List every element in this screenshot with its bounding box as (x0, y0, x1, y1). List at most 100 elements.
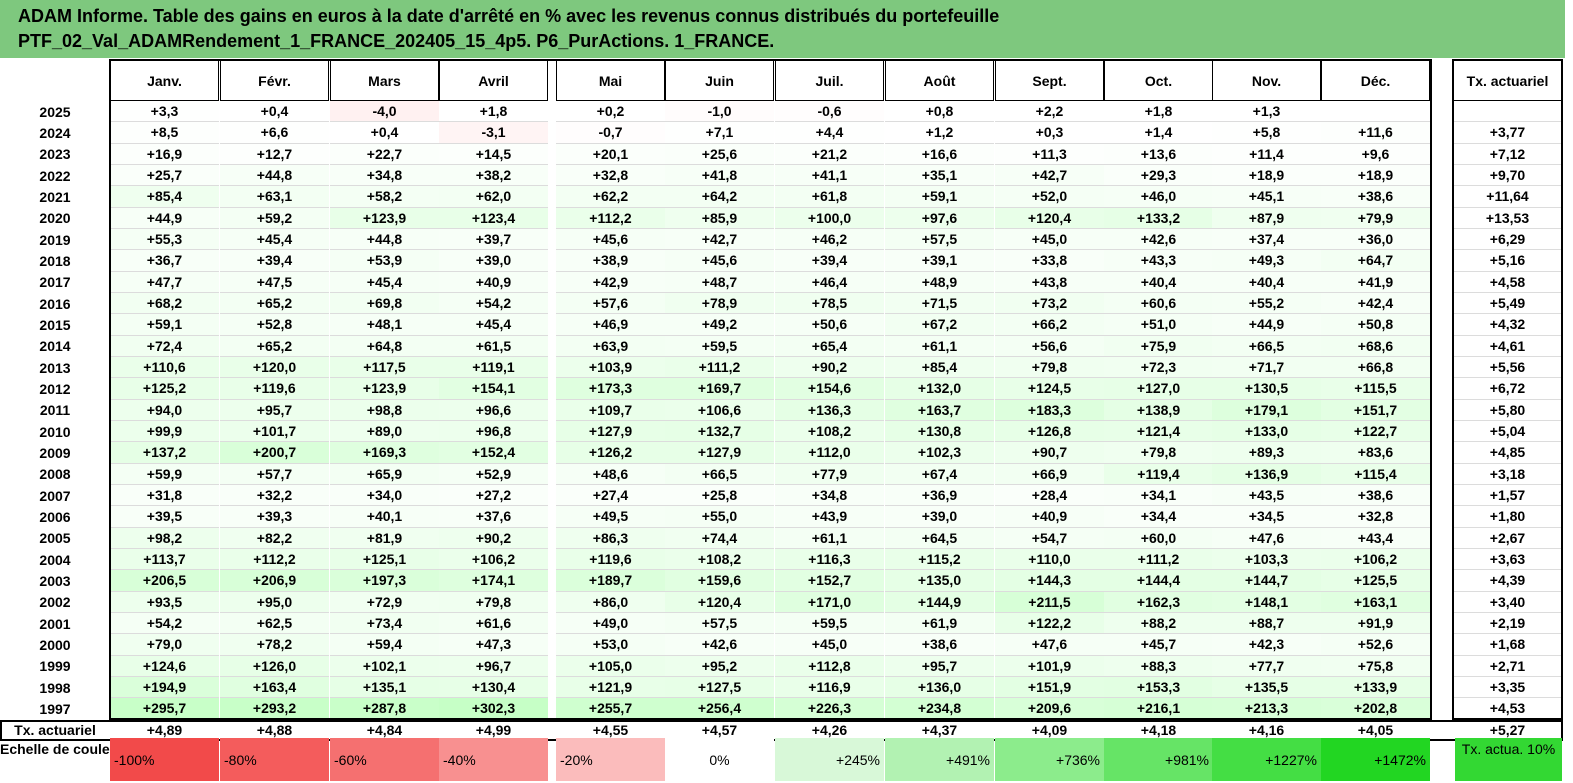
table-cell: +34,4 (1104, 506, 1213, 528)
table-cell: +41,9 (1321, 271, 1430, 293)
table-cell: +48,7 (665, 271, 774, 293)
table-cell: +120,4 (665, 591, 774, 613)
rate-cell: +1,68 (1453, 634, 1562, 656)
table-cell: +119,6 (556, 548, 665, 571)
table-cell: +57,5 (885, 228, 994, 251)
month-header: Août (885, 60, 994, 101)
table-cell: +39,4 (775, 250, 884, 272)
rate-cell: +4,32 (1453, 314, 1562, 336)
table-cell: +55,3 (110, 228, 219, 251)
table-cell: +124,6 (110, 655, 219, 677)
table-cell: +119,6 (220, 378, 329, 400)
table-cell: +67,4 (885, 463, 994, 485)
rate-cell (1453, 101, 1562, 123)
table-cell: +98,8 (330, 399, 439, 421)
table-cell: +65,9 (330, 463, 439, 485)
month-header: Juil. (775, 60, 884, 101)
table-cell: +162,3 (1104, 591, 1213, 613)
table-cell: +120,4 (995, 207, 1104, 229)
table-cell: +72,4 (110, 335, 219, 357)
table-cell: +46,2 (775, 228, 884, 251)
table-cell: +108,2 (665, 548, 774, 571)
table-cell: +39,7 (439, 228, 548, 251)
table-cell: +44,9 (1212, 314, 1321, 336)
table-cell: +133,0 (1212, 420, 1321, 443)
table-cell: +47,3 (439, 634, 548, 656)
table-cell: +79,9 (1321, 207, 1430, 229)
table-cell: +88,7 (1212, 612, 1321, 635)
color-scale-step: 0% (665, 738, 774, 781)
table-cell: +169,3 (330, 442, 439, 464)
table-cell: +123,9 (330, 378, 439, 400)
color-scale-step: -80% (220, 738, 329, 781)
year-label: 2007 (39, 487, 71, 504)
table-cell: +65,2 (220, 292, 329, 315)
table-cell: +49,5 (556, 506, 665, 528)
table-cell: +124,5 (995, 378, 1104, 400)
table-cell: +40,9 (439, 271, 548, 293)
color-scale-step: +1227% (1212, 738, 1321, 781)
table-cell: +126,8 (995, 420, 1104, 443)
color-scale-step: -100% (110, 738, 219, 781)
year-label: 2003 (39, 572, 71, 589)
table-cell: +59,5 (665, 335, 774, 357)
month-header: Oct. (1104, 60, 1213, 101)
year-label: 2025 (39, 103, 71, 120)
table-cell: +1,4 (1104, 122, 1213, 144)
table-cell: +151,7 (1321, 399, 1430, 421)
table-cell: +209,6 (995, 698, 1104, 720)
table-cell: +95,0 (220, 591, 329, 613)
table-cell: +106,2 (1321, 548, 1430, 571)
table-cell: +67,2 (885, 314, 994, 336)
table-cell: +152,7 (775, 570, 884, 592)
table-cell: +44,9 (110, 207, 219, 229)
table-cell: +27,4 (556, 484, 665, 507)
year-label: 2015 (39, 316, 71, 333)
table-cell: +108,2 (775, 420, 884, 443)
table-cell: +226,3 (775, 698, 884, 720)
rate-cell: +6,29 (1453, 229, 1562, 251)
year-label: 2004 (39, 551, 71, 568)
table-cell: +173,3 (556, 378, 665, 400)
rate-cell: +3,35 (1453, 677, 1562, 699)
table-cell: +87,9 (1212, 207, 1321, 229)
table-cell: +34,8 (330, 164, 439, 187)
table-cell: +126,0 (220, 655, 329, 677)
rate-cell: +5,04 (1453, 421, 1562, 443)
table-cell: +179,1 (1212, 399, 1321, 421)
table-cell: +28,4 (995, 484, 1104, 507)
month-header: Déc. (1321, 60, 1430, 101)
table-cell: +79,8 (1104, 442, 1213, 464)
table-cell: +88,3 (1104, 655, 1213, 677)
table-cell: +35,1 (885, 164, 994, 187)
year-label: 2008 (39, 466, 71, 483)
table-cell: +49,3 (1212, 250, 1321, 272)
table-cell: +0,2 (556, 101, 665, 123)
table-cell: +74,4 (665, 527, 774, 549)
table-cell: +39,3 (220, 506, 329, 528)
table-cell: +144,3 (995, 570, 1104, 592)
report-title-line-2: PTF_02_Val_ADAMRendement_1_FRANCE_202405… (18, 31, 775, 51)
rate-cell: +3,77 (1453, 122, 1562, 144)
table-cell: +78,2 (220, 634, 329, 656)
table-cell: +20,1 (556, 143, 665, 165)
table-cell: +95,2 (665, 655, 774, 677)
table-cell: +43,4 (1321, 527, 1430, 549)
table-cell: +151,9 (995, 676, 1104, 699)
table-cell: +1,8 (1104, 101, 1213, 123)
table-cell: +29,3 (1104, 164, 1213, 187)
table-cell: +171,0 (775, 591, 884, 613)
table-cell: +211,5 (995, 591, 1104, 613)
table-cell: +40,4 (1212, 271, 1321, 293)
table-cell: +60,0 (1104, 527, 1213, 549)
table-cell: +37,6 (439, 506, 548, 528)
color-scale-step: +981% (1104, 738, 1213, 781)
year-label: 2001 (39, 615, 71, 632)
table-cell: +109,7 (556, 399, 665, 421)
table-cell: +123,4 (439, 207, 548, 229)
table-cell: +5,8 (1212, 122, 1321, 144)
table-cell: +25,7 (110, 164, 219, 187)
table-cell: +11,3 (995, 143, 1104, 165)
table-cell: +111,2 (1104, 548, 1213, 571)
table-cell: +39,4 (220, 250, 329, 272)
